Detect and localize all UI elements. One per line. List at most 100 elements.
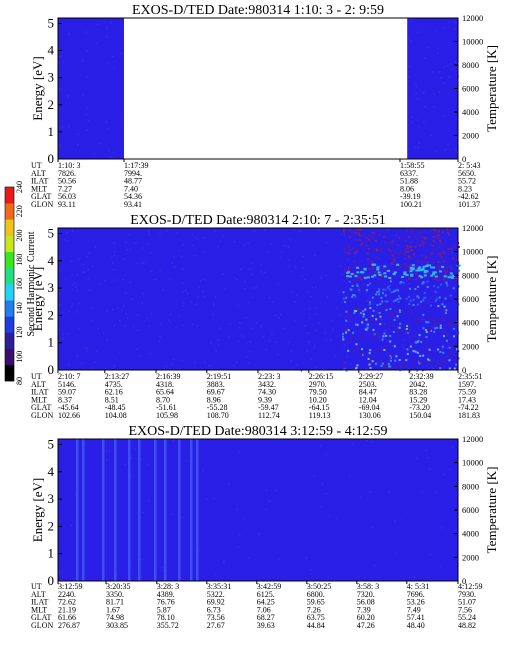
y-axis-label: Energy [eV] — [30, 478, 45, 542]
orbit-value: 54.36 — [124, 192, 142, 201]
spectrum-pixel — [369, 358, 372, 361]
orbit-value: 4:12:59 — [458, 582, 482, 591]
noise-pixel — [92, 321, 94, 323]
y-tick-label: 0 — [48, 362, 55, 377]
colorbar-segment — [5, 316, 14, 333]
noise-pixel — [335, 355, 337, 358]
spectrum-pixel — [448, 346, 451, 349]
orbit-value: 4: 5:31 — [407, 582, 429, 591]
noise-pixel — [159, 269, 161, 272]
noise-pixel — [421, 490, 423, 493]
orbit-value: 59.65 — [307, 598, 325, 607]
noise-pixel — [248, 557, 250, 559]
orbit-value: 1:17:39 — [124, 161, 148, 170]
spectrum-pixel — [414, 288, 417, 291]
spectrum-pixel — [414, 350, 417, 353]
noise-pixel — [415, 119, 417, 121]
spectrum-pixel — [364, 244, 367, 247]
colorbar-segment — [5, 348, 14, 366]
noise-pixel — [60, 311, 63, 314]
spectrum-pixel — [357, 276, 360, 279]
spectrum-pixel — [379, 315, 382, 318]
spectrum-pixel — [356, 284, 359, 287]
noise-pixel — [318, 228, 320, 231]
y2-axis-label: Temperature [K] — [484, 256, 499, 343]
noise-pixel — [301, 275, 304, 277]
spectrum-pixel — [378, 288, 381, 291]
orbit-value: 8.23 — [458, 184, 472, 193]
noise-pixel — [434, 350, 437, 353]
spectrum-pixel — [388, 365, 391, 368]
noise-pixel — [117, 307, 119, 309]
noise-pixel — [315, 307, 317, 309]
spectrum-pixel — [436, 352, 439, 355]
noise-pixel — [132, 325, 135, 328]
spectrum-pixel — [376, 348, 379, 351]
spectrum-pixel — [422, 241, 425, 244]
noise-pixel — [366, 440, 368, 442]
orbit-value: 72.62 — [58, 598, 76, 607]
noise-pixel — [217, 245, 220, 248]
noise-pixel — [193, 361, 196, 364]
orbit-value: 60.20 — [357, 613, 375, 622]
spectrum-pixel — [388, 288, 391, 291]
spectrum-pixel — [347, 245, 350, 248]
noise-pixel — [122, 258, 125, 260]
spectrum-pixel — [442, 250, 445, 253]
spectrum-pixel — [386, 346, 389, 349]
noise-pixel — [71, 228, 74, 231]
noise-pixel — [113, 279, 116, 281]
noise-pixel — [70, 306, 73, 308]
spectrum-pixel — [439, 239, 442, 242]
noise-pixel — [152, 278, 155, 281]
orbit-value: 3:58: 3 — [357, 582, 379, 591]
noise-pixel — [222, 273, 224, 276]
orbit-value: 74.30 — [258, 388, 276, 397]
colorbar-tick-label: 140 — [15, 302, 24, 314]
spectrum-pixel — [397, 295, 400, 298]
spectrum-pixel — [428, 273, 431, 276]
noise-pixel — [86, 255, 88, 258]
spectrum-pixel — [445, 309, 448, 312]
spectrum-pixel — [443, 309, 446, 312]
spectrum-pixel — [356, 323, 359, 326]
spectrum-pixel — [392, 254, 395, 257]
noise-pixel — [436, 291, 439, 294]
noise-pixel — [76, 311, 79, 313]
noise-pixel — [218, 240, 221, 243]
spectrum-pixel — [356, 283, 359, 286]
spectrum-pixel — [443, 279, 446, 282]
orbit-value: 51.07 — [458, 598, 476, 607]
noise-pixel — [129, 281, 131, 283]
noise-pixel — [178, 250, 180, 252]
spectrum-pixel — [455, 359, 458, 362]
noise-pixel — [263, 271, 266, 273]
noise-pixel — [311, 286, 314, 289]
spectrum-pixel — [409, 270, 413, 273]
spectrum-pixel — [374, 362, 377, 365]
orbit-value: 150.04 — [409, 411, 431, 420]
noise-pixel — [135, 348, 138, 350]
spectrum-pixel — [389, 359, 392, 362]
orbit-value: 75.59 — [458, 388, 476, 397]
spectrum-pixel — [423, 291, 426, 294]
noise-pixel — [394, 260, 396, 263]
noise-pixel — [210, 342, 212, 344]
spectrum-pixel — [379, 310, 382, 313]
noise-pixel — [339, 314, 342, 316]
spectrum-pixel — [359, 312, 362, 315]
noise-pixel — [169, 313, 172, 316]
noise-pixel — [408, 283, 411, 285]
noise-pixel — [392, 324, 395, 326]
noise-pixel — [111, 262, 114, 264]
spectrum-pixel — [388, 285, 391, 288]
orbit-value: 7930. — [458, 590, 476, 599]
spectrum-pixel — [356, 266, 360, 269]
spectrum-pixel — [396, 298, 399, 301]
spectrum-pixel — [346, 275, 350, 278]
noise-pixel — [182, 268, 184, 270]
spectrum-pixel — [352, 231, 355, 234]
orbit-value: 73.56 — [207, 613, 225, 622]
noise-pixel — [250, 327, 253, 330]
spectrum-pixel — [457, 269, 461, 272]
